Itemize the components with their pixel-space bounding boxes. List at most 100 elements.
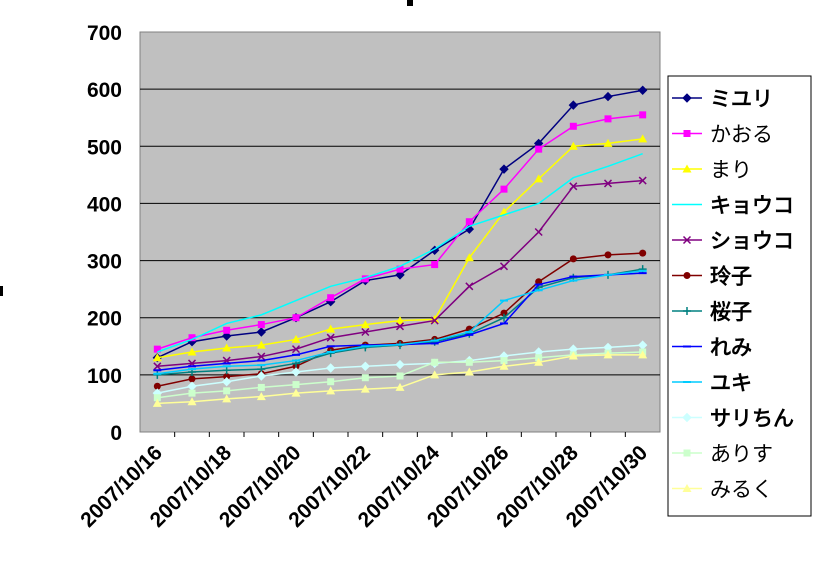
data-point <box>256 340 266 349</box>
legend-label: ありす <box>710 442 773 466</box>
legend-label: 玲子 <box>710 265 752 289</box>
series-lines <box>152 85 648 407</box>
data-point <box>499 361 509 370</box>
data-point <box>188 375 196 383</box>
legend-label: みるく <box>710 478 773 502</box>
data-point <box>568 351 578 360</box>
data-point <box>500 185 508 193</box>
data-point <box>499 262 509 271</box>
data-point <box>603 350 613 359</box>
data-point <box>257 321 265 329</box>
series-9 <box>153 269 647 375</box>
legend-swatch-marker <box>682 484 692 492</box>
data-point <box>568 100 579 110</box>
legend-label: れみ <box>710 336 752 360</box>
data-point <box>569 182 578 191</box>
data-point <box>326 333 335 342</box>
data-point <box>153 382 161 390</box>
data-point <box>187 347 197 356</box>
data-point <box>464 253 474 262</box>
data-point <box>639 249 647 257</box>
legend-item: れみ <box>672 336 752 360</box>
data-point <box>361 327 370 337</box>
data-point <box>360 361 371 371</box>
legend-swatch-marker <box>682 412 692 423</box>
data-point <box>535 354 543 362</box>
series-12 <box>152 350 648 407</box>
data-point <box>327 294 335 302</box>
data-point <box>325 363 336 373</box>
data-point <box>292 381 300 389</box>
data-point <box>499 164 509 174</box>
y-tick-label: 400 <box>87 193 122 216</box>
data-point <box>291 367 301 377</box>
data-point <box>361 374 369 382</box>
data-point <box>153 394 161 402</box>
data-point <box>152 353 162 362</box>
data-point <box>327 378 335 386</box>
data-point <box>534 227 543 237</box>
legend-swatch-marker <box>682 93 692 103</box>
data-point <box>361 275 369 283</box>
data-point <box>396 265 404 273</box>
legend-label: ショウコ <box>710 229 794 253</box>
y-tick-label: 0 <box>110 422 122 445</box>
data-point <box>395 316 405 325</box>
legend-item: ショウコ <box>672 229 794 253</box>
y-tick-label: 300 <box>87 251 122 274</box>
data-point <box>638 176 647 185</box>
legend-box <box>667 75 812 517</box>
legend-swatch-marker <box>682 164 692 173</box>
data-point <box>188 389 196 397</box>
y-axis-ticks: 0 100 200 300 400 500 600 700 <box>87 22 122 445</box>
legend-label: まり <box>710 158 752 182</box>
data-point <box>221 377 232 387</box>
legend-swatch-marker <box>682 235 692 245</box>
data-point <box>292 314 300 322</box>
data-point <box>464 367 474 376</box>
data-point <box>256 392 266 401</box>
legend-item: 桜子 <box>672 300 752 324</box>
data-point <box>395 322 405 331</box>
data-point <box>569 122 577 130</box>
data-point <box>396 372 404 380</box>
data-point <box>326 386 336 395</box>
data-point <box>430 316 439 325</box>
top-edge-mark <box>407 0 413 6</box>
legend-label: ユキ <box>710 371 752 395</box>
data-point <box>431 261 439 269</box>
data-point <box>395 382 405 391</box>
y-tick-label: 200 <box>87 308 122 331</box>
data-point <box>187 397 197 406</box>
legend-label: キョウコ <box>710 194 794 218</box>
data-point <box>603 91 613 102</box>
legend-swatch-marker <box>683 307 691 315</box>
y-tick-label: 700 <box>87 22 122 45</box>
series-4 <box>157 153 643 353</box>
data-point <box>500 313 508 322</box>
data-point <box>222 394 232 403</box>
data-point <box>534 174 544 183</box>
data-point <box>534 357 544 366</box>
data-point <box>603 179 613 188</box>
data-point <box>223 326 231 334</box>
data-point <box>152 398 162 407</box>
data-point <box>568 141 578 150</box>
legend-swatch-marker <box>683 272 691 279</box>
data-point <box>222 343 232 352</box>
data-point <box>465 358 473 366</box>
legend-item: ミユリ <box>672 87 773 111</box>
data-point <box>431 358 439 366</box>
data-point <box>465 218 473 226</box>
data-point <box>395 359 405 370</box>
legend-item: ユキ <box>672 371 752 395</box>
data-point <box>569 255 577 263</box>
data-point <box>188 334 196 342</box>
data-point <box>500 357 508 365</box>
data-point <box>603 138 613 147</box>
legend-item: みるく <box>672 478 773 502</box>
data-point <box>637 85 648 95</box>
legend-item: 玲子 <box>672 265 752 289</box>
data-point <box>153 370 162 379</box>
